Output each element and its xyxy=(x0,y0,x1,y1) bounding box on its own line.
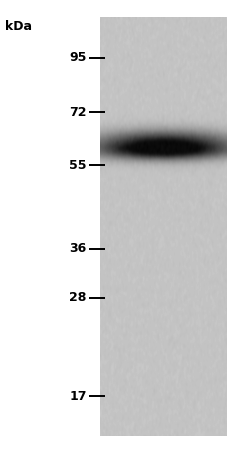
Text: 36: 36 xyxy=(69,242,86,255)
Text: 95: 95 xyxy=(69,51,86,64)
Text: kDa: kDa xyxy=(5,20,31,33)
Text: 72: 72 xyxy=(69,106,86,119)
Text: 17: 17 xyxy=(69,390,86,403)
Text: 55: 55 xyxy=(69,159,86,172)
Text: 28: 28 xyxy=(69,292,86,305)
